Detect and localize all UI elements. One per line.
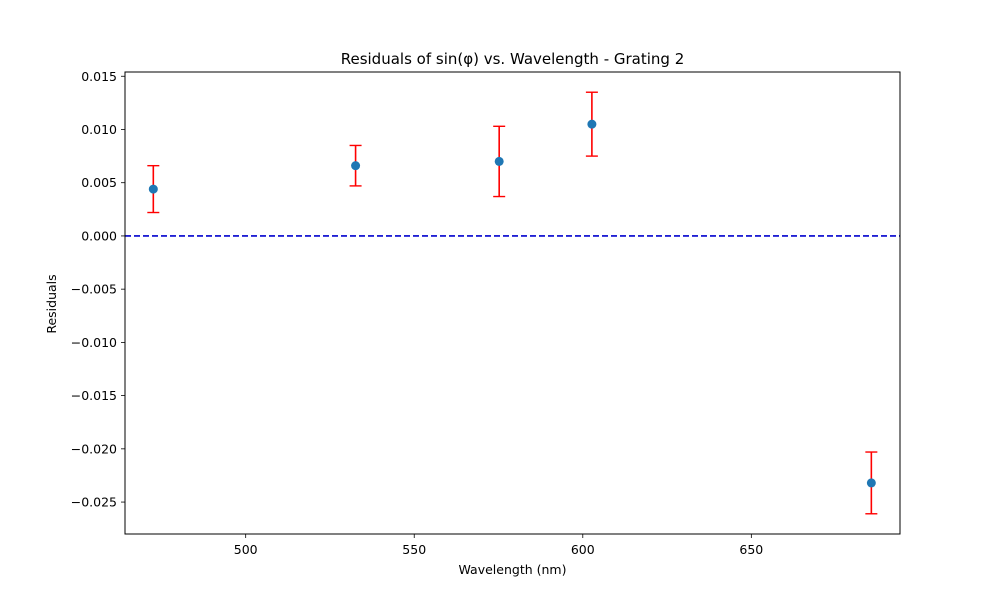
y-tick-label: 0.000 <box>81 228 117 243</box>
y-tick-label: −0.020 <box>71 441 117 456</box>
x-axis: 500 550 600 650 <box>234 534 763 557</box>
y-axis-label: Residuals <box>44 274 59 333</box>
y-tick-label: −0.010 <box>71 335 117 350</box>
y-tick-label: 0.005 <box>81 175 117 190</box>
plot-area <box>125 91 900 515</box>
data-point <box>494 156 504 166</box>
x-tick-label: 600 <box>571 542 595 557</box>
chart-title: Residuals of sin(φ) vs. Wavelength - Gra… <box>341 50 685 68</box>
x-axis-label: Wavelength (nm) <box>459 562 567 577</box>
y-tick-label: 0.015 <box>81 69 117 84</box>
y-tick-label: −0.025 <box>71 495 117 510</box>
data-point <box>351 161 361 171</box>
x-tick-label: 650 <box>739 542 763 557</box>
data-point <box>587 119 597 129</box>
data-point <box>148 184 158 194</box>
y-tick-label: 0.010 <box>81 122 117 137</box>
x-tick-label: 550 <box>402 542 426 557</box>
x-tick-label: 500 <box>234 542 258 557</box>
plot-frame <box>124 71 901 535</box>
y-axis: −0.025 −0.020 −0.015 −0.010 −0.005 0.000 0.005… <box>71 69 125 510</box>
y-tick-label: −0.015 <box>71 388 117 403</box>
y-tick-label: −0.005 <box>71 282 117 297</box>
data-point <box>866 478 876 488</box>
